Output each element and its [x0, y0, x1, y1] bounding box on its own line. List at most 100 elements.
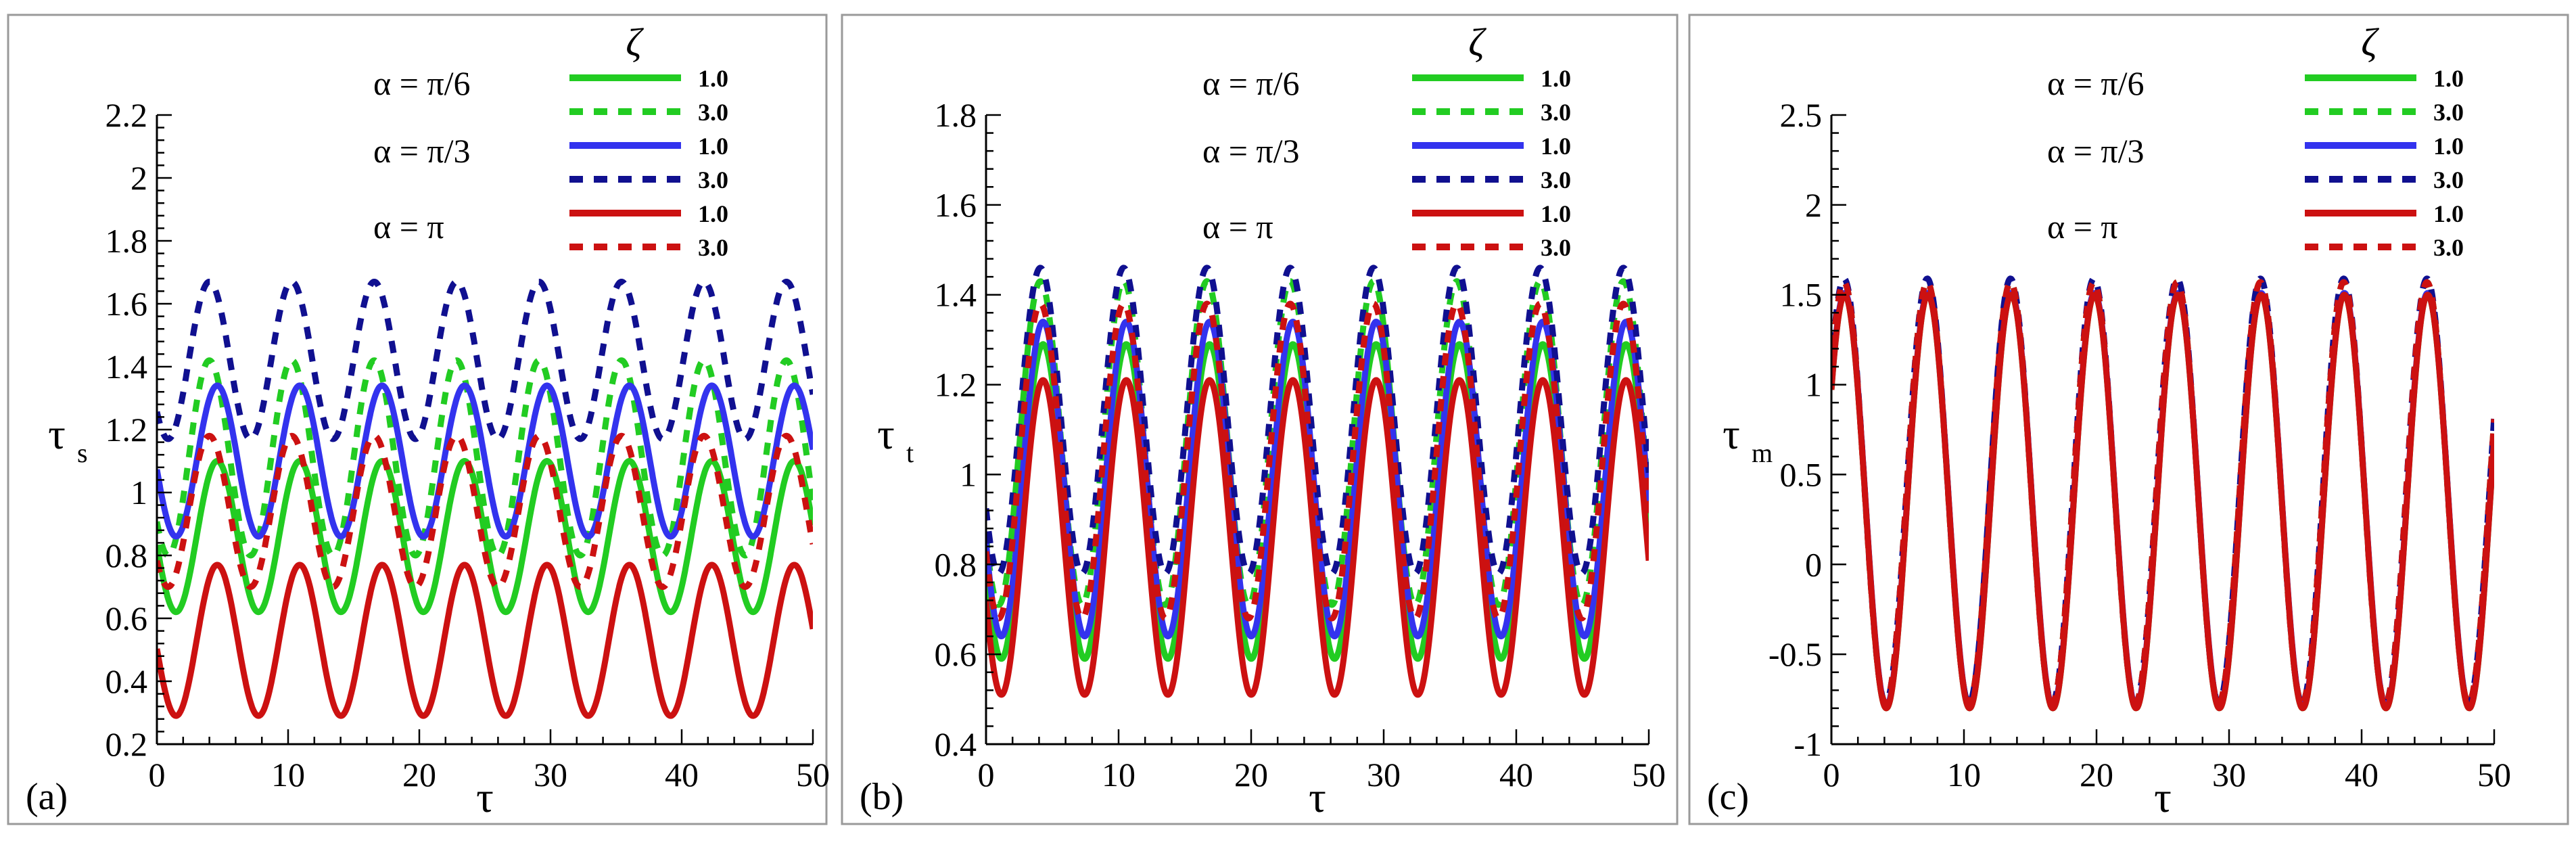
y-axis-label-subscript: s	[77, 438, 88, 468]
y-tick-label: 2.5	[1780, 96, 1823, 134]
x-tick-label: 30	[534, 756, 567, 794]
panel-label: (c)	[1707, 776, 1749, 818]
x-tick-label: 10	[1947, 756, 1981, 794]
series-line-5	[157, 562, 813, 719]
legend-label-2: 3.0	[698, 99, 728, 126]
x-tick-label: 30	[1367, 756, 1401, 794]
alpha-label-1: α = π/6	[373, 64, 471, 102]
series-group	[1831, 275, 2494, 712]
x-tick-label: 50	[2477, 756, 2511, 794]
series-line-3	[986, 319, 1649, 640]
legend-label-2: 3.0	[2433, 99, 2464, 126]
legend-title: ζ	[2361, 20, 2379, 64]
x-tick-label: 50	[796, 756, 830, 794]
y-axis-label: τ	[877, 410, 895, 458]
legend-label-6: 3.0	[698, 234, 728, 261]
y-tick-label: 1.2	[106, 411, 148, 449]
y-tick-label: 2	[131, 159, 147, 197]
legend-label-3: 1.0	[1541, 133, 1571, 160]
series-line-6	[986, 300, 1649, 622]
x-tick-label: 0	[978, 756, 995, 794]
y-tick-label: 1.6	[106, 285, 148, 323]
legend-label-3: 1.0	[2433, 133, 2464, 160]
x-tick-label: 10	[271, 756, 305, 794]
y-tick-label: 0.8	[935, 545, 977, 583]
panel-3: 0 10 20 30 40 50-1-0.500.511.522.5ττ m(c)α = π…	[1688, 14, 2569, 825]
y-tick-label: 1.2	[935, 366, 977, 404]
series-line-5	[986, 377, 1649, 698]
series-line-4	[986, 265, 1649, 577]
legend-label-2: 3.0	[1541, 99, 1571, 126]
series-line-1	[157, 458, 813, 616]
panel-frame	[1688, 14, 2569, 825]
x-axis-label: τ	[2154, 773, 2172, 821]
x-tick-label: 40	[665, 756, 699, 794]
series-group	[986, 265, 1649, 698]
panel-label: (a)	[26, 776, 68, 818]
x-tick-label: 20	[2080, 756, 2113, 794]
y-tick-label: 1.8	[106, 222, 148, 260]
legend-title: ζ	[626, 20, 644, 64]
legend-label-6: 3.0	[2433, 234, 2464, 261]
x-tick-label: 20	[402, 756, 436, 794]
y-tick-label: 1.8	[935, 96, 977, 134]
alpha-label-3: α = π	[373, 208, 444, 246]
y-tick-label: 1.4	[106, 348, 148, 386]
x-axis-label: τ	[1309, 773, 1326, 821]
panel-label: (b)	[860, 776, 904, 818]
alpha-label-2: α = π/3	[1202, 132, 1300, 170]
x-tick-label: 40	[2345, 756, 2379, 794]
x-tick-label: 20	[1234, 756, 1268, 794]
y-tick-label: -1	[1794, 725, 1822, 763]
y-tick-label: 1.6	[935, 186, 977, 224]
x-tick-label: 0	[149, 756, 166, 794]
alpha-label-1: α = π/6	[1202, 64, 1300, 102]
panel-1: 0 10 20 30 40 50 0.2 0.4 0.6 0.8 1 1.2 1.4 1.6 1.8 2 2.2…	[7, 14, 830, 825]
legend-label-5: 1.0	[698, 200, 728, 227]
x-tick-label: 30	[2212, 756, 2246, 794]
legend-label-3: 1.0	[698, 133, 728, 160]
legend-label-4: 3.0	[1541, 166, 1571, 193]
legend-label-5: 1.0	[1541, 200, 1571, 227]
y-axis-label-subscript: m	[1752, 438, 1773, 468]
x-tick-label: 50	[1632, 756, 1666, 794]
panel-2: 0 10 20 30 40 500.40.60.811.21.41.61.8ττ t(b)α…	[841, 14, 1679, 825]
legend-label-1: 1.0	[698, 65, 728, 92]
y-tick-label: 1	[960, 455, 977, 493]
y-tick-label: 0.5	[1780, 455, 1823, 493]
alpha-label-1: α = π/6	[2047, 64, 2145, 102]
x-tick-label: 10	[1102, 756, 1135, 794]
series-line-5	[1831, 292, 2494, 712]
alpha-label-2: α = π/3	[2047, 132, 2145, 170]
y-tick-label: 1.5	[1780, 276, 1823, 314]
alpha-label-3: α = π	[2047, 208, 2118, 246]
y-tick-label: 2.2	[106, 96, 148, 134]
y-tick-label: 1	[131, 474, 147, 511]
y-tick-label: 0	[1805, 545, 1822, 583]
legend-title: ζ	[1468, 20, 1486, 64]
series-line-4	[157, 279, 813, 442]
series-line-6	[157, 432, 813, 590]
legend-label-1: 1.0	[2433, 65, 2464, 92]
panel-frame	[841, 14, 1679, 825]
y-tick-label: 2	[1805, 186, 1822, 224]
y-tick-label: 0.8	[106, 536, 148, 574]
y-tick-label: 0.6	[935, 635, 977, 673]
y-tick-label: -0.5	[1769, 635, 1822, 673]
y-tick-label: 0.4	[106, 662, 148, 700]
y-tick-label: 0.6	[106, 599, 148, 637]
x-tick-label: 40	[1499, 756, 1533, 794]
legend-label-6: 3.0	[1541, 234, 1571, 261]
series-group	[157, 279, 813, 719]
y-tick-label: 0.2	[106, 725, 148, 763]
legend-label-1: 1.0	[1541, 65, 1571, 92]
y-axis-label: τ	[48, 410, 66, 458]
x-tick-label: 0	[1823, 756, 1840, 794]
y-axis-label: τ	[1723, 410, 1740, 458]
y-tick-label: 1	[1805, 366, 1822, 404]
y-tick-label: 0.4	[935, 725, 977, 763]
alpha-label-2: α = π/3	[373, 132, 471, 170]
y-axis-label-subscript: t	[906, 438, 914, 468]
x-axis-label: τ	[476, 773, 494, 821]
